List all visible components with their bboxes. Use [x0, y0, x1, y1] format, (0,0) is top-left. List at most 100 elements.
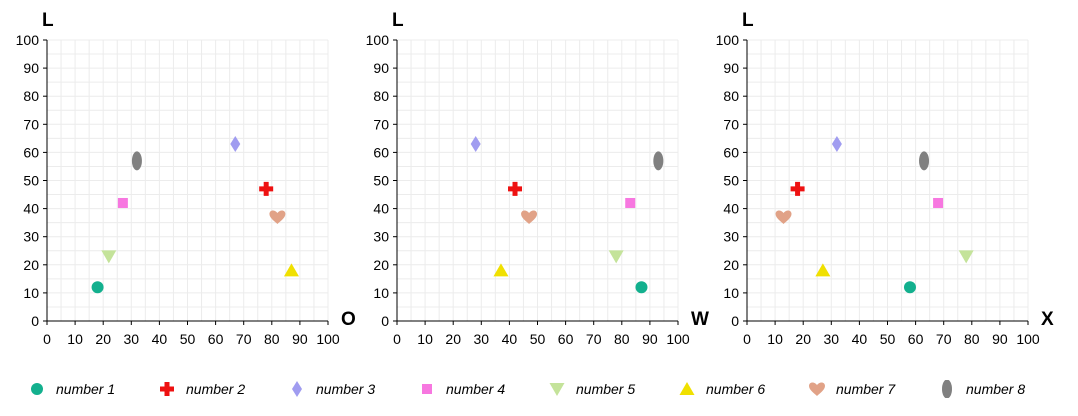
legend-item-number-2: number 2 [158, 372, 245, 406]
data-point-number-7 [775, 210, 792, 225]
y-tick-label: 60 [373, 144, 389, 160]
data-point-number-5 [608, 250, 624, 264]
y-tick-label: 60 [23, 144, 39, 160]
x-tick-label: 40 [152, 331, 168, 347]
y-tick-label: 20 [23, 257, 39, 273]
legend-marker-diamond-icon [292, 381, 302, 397]
legend-marker-shape [809, 382, 825, 396]
legend-marker-shape [422, 384, 432, 394]
x-tick-label: 50 [180, 331, 196, 347]
x-axis-label: O [341, 309, 356, 330]
x-tick-label: 20 [95, 331, 111, 347]
data-point-number-4 [933, 197, 944, 208]
x-tick-label: 100 [666, 331, 690, 347]
data-point-number-5 [958, 250, 974, 264]
data-point-number-7 [521, 210, 538, 225]
x-tick-label: 10 [417, 331, 433, 347]
data-point-number-3 [831, 135, 842, 152]
y-tick-label: 0 [381, 313, 389, 329]
data-point-number-7 [269, 210, 286, 225]
y-tick-label: 50 [23, 173, 39, 189]
y-tick-label: 60 [723, 144, 739, 160]
chart-panel-2: 0 10 20 30 40 50 60 70 80 90 100 0 10 20 30 40 50 60 70 80 9… [366, 10, 709, 347]
legend: number 1 number 2 number 3 number 4 number 5… [0, 372, 1078, 406]
x-tick-label: 10 [67, 331, 83, 347]
x-tick-label: 60 [558, 331, 574, 347]
legend-marker-shape [292, 381, 302, 397]
legend-item-number-3: number 3 [288, 372, 375, 406]
x-tick-label: 40 [502, 331, 518, 347]
legend-item-number-8: number 8 [938, 372, 1025, 406]
data-point-number-6 [815, 263, 831, 277]
charts-canvas: 0 10 20 30 40 50 60 70 80 90 100 0 10 20 30 40 50 60 70 80 9… [16, 10, 1054, 347]
x-tick-label: 80 [614, 331, 630, 347]
data-point-number-3 [230, 135, 241, 152]
data-point-number-4 [625, 197, 636, 208]
x-tick-label: 70 [236, 331, 252, 347]
data-point-number-2 [259, 181, 274, 196]
legend-label: number 8 [966, 381, 1026, 397]
data-point-number-8 [131, 151, 142, 171]
y-tick-label: 70 [23, 116, 39, 132]
x-tick-label: 20 [445, 331, 461, 347]
x-tick-label: 90 [292, 331, 308, 347]
x-tick-label: 30 [124, 331, 140, 347]
legend-label: number 5 [576, 381, 636, 397]
data-point-number-3 [470, 135, 481, 152]
data-point-number-2 [790, 181, 805, 196]
x-tick-label: 80 [264, 331, 280, 347]
legend-marker-circle-icon [31, 383, 43, 395]
legend-marker-shape [160, 382, 174, 396]
y-tick-label: 20 [723, 257, 739, 273]
x-tick-label: 10 [767, 331, 783, 347]
legend-item-number-6: number 6 [678, 372, 765, 406]
legend-item-number-1: number 1 [28, 372, 115, 406]
y-tick-label: 80 [23, 88, 39, 104]
x-tick-label: 60 [908, 331, 924, 347]
x-tick-label: 70 [936, 331, 952, 347]
legend-marker-shape [679, 382, 695, 395]
x-tick-label: 90 [642, 331, 658, 347]
legend-marker-shape [942, 380, 952, 398]
y-tick-label: 90 [23, 60, 39, 76]
legend-marker-heart-icon [809, 382, 825, 396]
legend-marker-ellipse-icon [942, 380, 952, 398]
data-point-number-1 [635, 281, 648, 294]
legend-label: number 6 [706, 381, 766, 397]
y-tick-label: 40 [723, 201, 739, 217]
data-point-number-5 [101, 250, 117, 264]
y-tick-label: 10 [723, 285, 739, 301]
x-tick-label: 50 [530, 331, 546, 347]
data-point-number-4 [117, 197, 128, 208]
legend-label: number 7 [836, 381, 896, 397]
y-tick-label: 40 [23, 201, 39, 217]
chart-panel-1: 0 10 20 30 40 50 60 70 80 90 100 0 10 20 30 40 50 60 70 80 9… [16, 10, 356, 347]
x-tick-label: 30 [824, 331, 840, 347]
y-tick-label: 70 [373, 116, 389, 132]
x-tick-label: 80 [964, 331, 980, 347]
data-point-number-2 [508, 181, 523, 196]
x-tick-label: 30 [474, 331, 490, 347]
y-tick-label: 10 [23, 285, 39, 301]
legend-marker-cross-icon [160, 382, 174, 396]
data-point-number-1 [903, 281, 916, 294]
y-tick-label: 50 [723, 173, 739, 189]
y-tick-label: 70 [723, 116, 739, 132]
y-axis-label: L [392, 10, 404, 31]
y-tick-label: 30 [23, 229, 39, 245]
legend-marker-shape [31, 383, 43, 395]
y-tick-label: 90 [723, 60, 739, 76]
legend-item-number-4: number 4 [418, 372, 505, 406]
data-point-number-6 [283, 263, 299, 277]
legend-marker-triangle-down-icon [549, 383, 565, 396]
y-tick-label: 50 [373, 173, 389, 189]
legend-item-number-7: number 7 [808, 372, 895, 406]
y-tick-label: 20 [373, 257, 389, 273]
x-tick-label: 60 [208, 331, 224, 347]
x-tick-label: 20 [795, 331, 811, 347]
x-tick-label: 70 [586, 331, 602, 347]
y-tick-label: 40 [373, 201, 389, 217]
x-tick-label: 0 [743, 331, 751, 347]
y-tick-label: 10 [373, 285, 389, 301]
legend-label: number 4 [446, 381, 506, 397]
